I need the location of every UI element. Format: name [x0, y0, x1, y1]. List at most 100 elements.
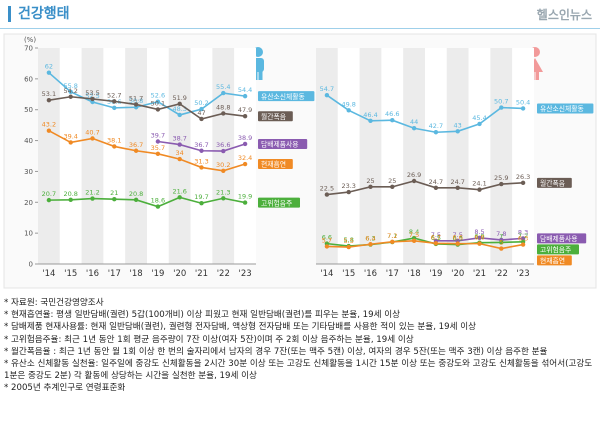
x-tick-label: '23 — [517, 269, 530, 279]
data-point — [390, 239, 395, 244]
data-label: 38.7 — [172, 135, 186, 143]
data-label: 19.9 — [238, 193, 252, 201]
data-point — [112, 197, 117, 202]
note: * 자료원: 국민건강영양조사 — [4, 298, 104, 308]
data-point — [411, 126, 417, 131]
data-label: 52.5 — [85, 92, 99, 100]
data-label: 21.3 — [216, 188, 230, 196]
data-point — [390, 184, 395, 190]
x-tick-label: '19 — [429, 269, 442, 279]
legend-swatch — [258, 159, 293, 170]
data-point — [133, 148, 139, 153]
data-label: 44 — [410, 118, 418, 126]
data-label: 51.9 — [172, 94, 186, 102]
x-tick-label: '14 — [42, 269, 55, 279]
data-point — [177, 112, 182, 118]
x-tick-label: '20 — [173, 269, 186, 279]
data-label: 55.4 — [216, 83, 230, 91]
data-label: 8.5 — [474, 228, 484, 236]
data-label: 6.3 — [518, 235, 528, 243]
data-point — [477, 241, 482, 246]
page-title: 건강행태 — [8, 6, 70, 22]
series-line — [326, 180, 524, 196]
series-line — [48, 196, 246, 208]
series-line — [48, 129, 246, 172]
data-point — [455, 185, 460, 190]
y-tick-label: 20 — [24, 199, 33, 207]
data-point — [221, 90, 226, 96]
data-label: 6.7 — [431, 233, 441, 241]
note: * 월간폭음율 : 최근 1년 동안 월 1회 이상 한 번의 술자리에서 남자… — [4, 346, 548, 357]
data-label: 53.1 — [42, 90, 56, 98]
data-point — [199, 201, 204, 206]
data-label: 39.4 — [63, 132, 77, 140]
data-point — [90, 136, 95, 141]
data-point — [520, 180, 526, 186]
data-label: 25 — [388, 177, 396, 185]
data-point — [90, 196, 95, 201]
data-point — [68, 140, 73, 145]
x-tick-label: '19 — [151, 269, 164, 279]
data-label: 38.9 — [238, 134, 252, 142]
data-label: 7.2 — [387, 232, 397, 240]
data-label: 43 — [454, 121, 462, 129]
y-tick-label: 40 — [24, 137, 33, 145]
column-band — [381, 48, 404, 264]
data-point — [520, 106, 526, 111]
y-axis-label: (%) — [24, 36, 36, 44]
data-point — [346, 244, 351, 250]
data-point — [242, 93, 248, 99]
data-point — [155, 107, 161, 112]
data-point — [155, 99, 161, 104]
column-band — [337, 48, 360, 264]
data-point — [46, 128, 52, 133]
legend-label: 유산소신체활동 — [540, 104, 584, 113]
data-point — [433, 241, 439, 246]
data-label: 24.1 — [472, 180, 486, 188]
data-point — [155, 204, 161, 209]
data-label: 46.4 — [363, 111, 377, 119]
x-tick-label: '16 — [86, 269, 99, 279]
data-label: 48.8 — [216, 103, 230, 111]
data-label: 36.7 — [194, 141, 208, 149]
note: * 담배제품 현재사용률: 현재 일반담배(궐련), 궐련형 전자담배, 액상형… — [4, 322, 477, 333]
data-point — [46, 197, 52, 203]
data-point — [68, 94, 73, 99]
x-tick-label: '18 — [130, 269, 143, 279]
data-point — [90, 96, 95, 102]
data-point — [46, 70, 52, 75]
data-point — [477, 187, 482, 192]
data-label: 50.2 — [194, 99, 208, 107]
data-label: 25 — [366, 177, 374, 185]
data-label: 36.6 — [216, 141, 230, 149]
data-point — [46, 97, 52, 103]
data-point — [368, 184, 373, 190]
column-band — [125, 48, 147, 264]
y-tick-label: 50 — [24, 106, 33, 114]
data-label: 22.5 — [320, 185, 334, 193]
series-line — [326, 94, 524, 134]
logo: 헬스인뉴스 — [536, 8, 592, 22]
data-label: 20.7 — [42, 190, 56, 198]
data-label: 53.5 — [85, 89, 99, 97]
data-label: 45.4 — [472, 114, 486, 122]
data-point — [433, 130, 439, 135]
data-label: 7.1 — [387, 232, 397, 240]
x-tick-label: '15 — [342, 269, 355, 279]
data-label: 20.8 — [63, 190, 77, 198]
data-label: 48.3 — [172, 105, 186, 113]
data-point — [324, 192, 330, 197]
data-point — [221, 111, 226, 116]
data-point — [324, 244, 330, 249]
data-label: 46.6 — [385, 110, 399, 118]
legend-label: 고위험음주 — [261, 199, 292, 207]
data-label: 6.9 — [474, 233, 484, 241]
data-label: 6.6 — [453, 234, 463, 242]
x-tick-label: '21 — [195, 269, 208, 279]
column-band — [446, 48, 469, 264]
y-tick-label: 0 — [29, 261, 33, 269]
data-label: 26.3 — [516, 173, 530, 181]
data-point — [199, 116, 204, 122]
data-point — [520, 236, 526, 241]
data-point — [221, 168, 226, 174]
